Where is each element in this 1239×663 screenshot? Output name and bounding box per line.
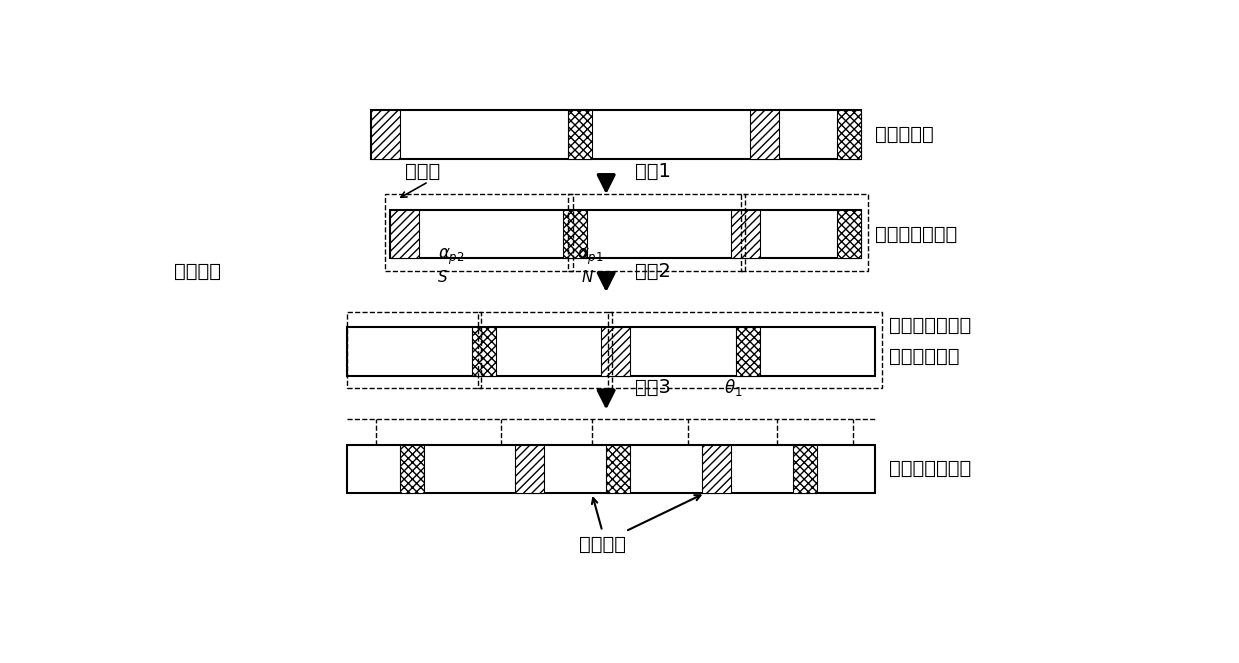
Bar <box>741 194 869 271</box>
Bar <box>370 110 400 158</box>
Bar <box>477 312 612 389</box>
Text: $\alpha_{p1}$: $\alpha_{p1}$ <box>577 247 605 267</box>
Text: 虚拟极不等极弧
系数电机转子: 虚拟极不等极弧 系数电机转子 <box>890 316 971 366</box>
Text: 虚拟极: 虚拟极 <box>404 162 440 181</box>
Bar <box>836 110 861 158</box>
Bar <box>515 445 544 493</box>
Text: S: S <box>439 270 447 285</box>
Bar <box>390 210 419 258</box>
Bar <box>736 327 760 376</box>
Bar <box>472 327 496 376</box>
Bar <box>370 110 861 158</box>
Bar <box>836 210 861 258</box>
Bar <box>390 210 861 258</box>
Text: 步骤1: 步骤1 <box>636 162 670 181</box>
Bar <box>601 327 631 376</box>
Text: $\theta_1$: $\theta_1$ <box>725 377 743 398</box>
Bar <box>793 445 818 493</box>
Bar <box>703 445 731 493</box>
Text: 实施例电机转子: 实施例电机转子 <box>890 459 971 478</box>
Bar <box>751 110 779 158</box>
Bar <box>385 194 572 271</box>
Bar <box>563 210 587 258</box>
Bar <box>608 312 882 389</box>
Bar <box>400 445 424 493</box>
Bar <box>606 445 631 493</box>
Bar <box>731 210 760 258</box>
Text: $\alpha_{p2}$: $\alpha_{p2}$ <box>439 247 465 267</box>
Text: 原电机转子: 原电机转子 <box>875 125 934 144</box>
Text: 虚拟极电机转子: 虚拟极电机转子 <box>875 225 958 243</box>
Bar <box>567 110 592 158</box>
Text: 步骤3: 步骤3 <box>636 378 670 397</box>
Text: 磁极偏移: 磁极偏移 <box>579 534 626 554</box>
Bar <box>347 327 875 376</box>
Bar <box>567 194 746 271</box>
Bar <box>347 445 875 493</box>
Text: N: N <box>581 270 592 285</box>
Text: 步骤2: 步骤2 <box>636 261 670 280</box>
Bar <box>347 312 482 389</box>
Text: 不等极弧: 不等极弧 <box>173 261 221 280</box>
